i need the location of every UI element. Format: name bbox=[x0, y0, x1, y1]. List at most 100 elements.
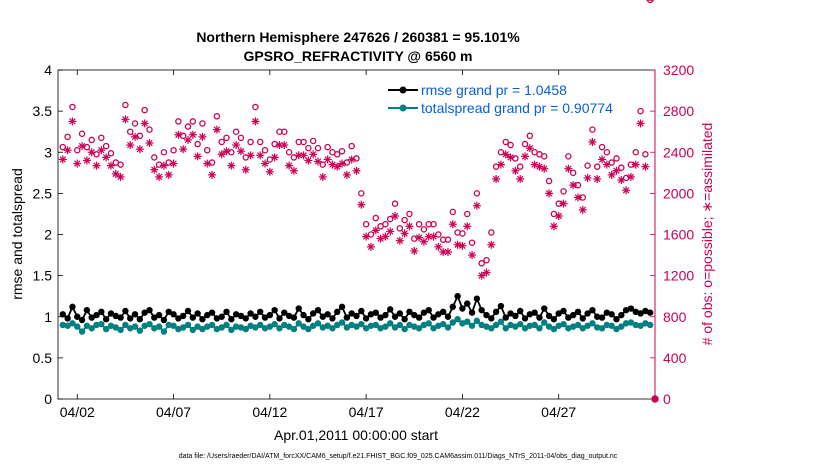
rmse-point bbox=[598, 314, 606, 321]
obs-assimilated-marker bbox=[227, 161, 236, 170]
left-y-tick-label: 0 bbox=[44, 391, 52, 407]
rmse-point bbox=[266, 311, 274, 319]
spread-point bbox=[415, 325, 423, 332]
obs-possible-marker bbox=[468, 239, 476, 246]
obs-assimilated-marker bbox=[448, 220, 457, 229]
spread-point bbox=[502, 325, 509, 332]
obs-possible-marker bbox=[444, 236, 452, 243]
obs-assimilated-marker bbox=[82, 156, 91, 165]
spread-point bbox=[391, 324, 399, 331]
obs-assimilated-marker bbox=[443, 247, 452, 256]
spread-point bbox=[531, 321, 538, 329]
rmse-point bbox=[444, 313, 452, 320]
spread-point bbox=[141, 322, 148, 329]
rmse-point bbox=[589, 306, 596, 314]
rmse-point bbox=[406, 308, 413, 316]
spread-point bbox=[117, 326, 124, 334]
title-line-1: Northern Hemisphere 247626 / 260381 = 95… bbox=[196, 29, 520, 45]
spread-point bbox=[252, 324, 259, 331]
obs-assimilated-marker bbox=[135, 145, 144, 154]
rmse-point bbox=[594, 313, 601, 320]
x-tick-label: 04/12 bbox=[252, 404, 287, 420]
obs-possible-marker bbox=[324, 143, 331, 151]
obs-possible-marker bbox=[613, 155, 620, 162]
spread-point bbox=[122, 321, 129, 329]
spread-point bbox=[430, 325, 437, 332]
right-y-tick-label: 1200 bbox=[663, 268, 694, 284]
rmse-point bbox=[324, 311, 331, 318]
spread-point bbox=[199, 325, 206, 333]
rmse-point bbox=[613, 316, 620, 323]
spread-point bbox=[560, 320, 567, 328]
obs-assimilated-marker bbox=[501, 150, 510, 159]
obs-count-markers bbox=[58, 0, 659, 403]
rmse-point bbox=[492, 308, 500, 316]
spread-point bbox=[439, 320, 447, 328]
rmse-point bbox=[565, 314, 572, 321]
obs-possible-marker bbox=[261, 146, 269, 154]
spread-point bbox=[170, 322, 177, 329]
spread-point bbox=[208, 321, 216, 329]
spread-point bbox=[266, 323, 274, 330]
obs-possible-marker bbox=[603, 148, 611, 156]
right-y-tick-label: 400 bbox=[663, 350, 687, 366]
rmse-point bbox=[295, 305, 302, 312]
rmse-point bbox=[276, 315, 283, 322]
obs-possible-marker bbox=[459, 230, 466, 237]
rmse-point bbox=[646, 309, 654, 316]
spread-point bbox=[78, 328, 86, 335]
obs-possible-marker bbox=[64, 133, 71, 141]
obs-assimilated-marker bbox=[333, 162, 342, 171]
obs-assimilated-marker bbox=[468, 251, 477, 260]
spread-point bbox=[497, 318, 505, 325]
obs-assimilated-marker bbox=[472, 201, 481, 210]
obs-possible-marker bbox=[488, 229, 495, 236]
left-y-axis-ticks: 0 0.5 1 1.5 2 2.5 3 3.5 4 bbox=[33, 62, 63, 407]
spread-point bbox=[338, 319, 346, 326]
obs-assimilated-marker bbox=[270, 153, 279, 162]
rmse-point bbox=[382, 311, 389, 319]
spread-point bbox=[343, 324, 351, 331]
spread-point bbox=[353, 323, 360, 330]
left-y-tick-label: 1 bbox=[44, 309, 52, 325]
obs-assimilated-marker bbox=[58, 155, 67, 164]
obs-possible-marker bbox=[593, 163, 601, 170]
obs-possible-marker bbox=[358, 190, 365, 197]
obs-possible-marker bbox=[203, 146, 211, 154]
obs-assimilated-marker bbox=[593, 174, 602, 183]
obs-possible-marker bbox=[622, 174, 630, 182]
rmse-point bbox=[391, 313, 399, 320]
spread-point bbox=[420, 321, 428, 329]
obs-possible-marker bbox=[386, 215, 394, 223]
obs-assimilated-marker bbox=[583, 173, 592, 182]
rmse-point bbox=[367, 311, 375, 318]
obs-assimilated-marker bbox=[516, 174, 525, 183]
right-y-tick-label: 800 bbox=[663, 309, 687, 325]
spread-point bbox=[444, 324, 452, 331]
obs-possible-marker bbox=[372, 214, 380, 222]
spread-point bbox=[160, 328, 168, 335]
spread-point bbox=[218, 324, 225, 331]
spread-point bbox=[406, 321, 413, 329]
left-y-tick-label: 3 bbox=[44, 144, 52, 160]
obs-assimilated-marker bbox=[285, 161, 294, 170]
rmse-point bbox=[478, 306, 485, 314]
spread-point bbox=[377, 325, 384, 332]
rmse-point bbox=[435, 311, 442, 318]
title-line-2: GPSRO_REFRACTIVITY @ 6560 m bbox=[244, 48, 473, 64]
obs-assimilated-marker bbox=[612, 166, 621, 175]
rmse-point bbox=[449, 303, 456, 311]
spread-point bbox=[324, 322, 331, 329]
obs-possible-marker bbox=[175, 118, 182, 125]
spread-point bbox=[295, 320, 302, 327]
spread-point bbox=[189, 326, 197, 334]
right-y-tick-label: 0 bbox=[663, 391, 671, 407]
spread-point bbox=[290, 325, 298, 333]
obs-assimilated-marker bbox=[395, 236, 404, 245]
obs-possible-marker bbox=[473, 190, 481, 197]
obs-assimilated-marker bbox=[511, 166, 520, 175]
obs-assimilated-marker bbox=[453, 240, 462, 249]
obs-possible-marker bbox=[285, 148, 293, 156]
obs-possible-marker bbox=[213, 113, 221, 120]
rmse-point bbox=[179, 312, 187, 320]
